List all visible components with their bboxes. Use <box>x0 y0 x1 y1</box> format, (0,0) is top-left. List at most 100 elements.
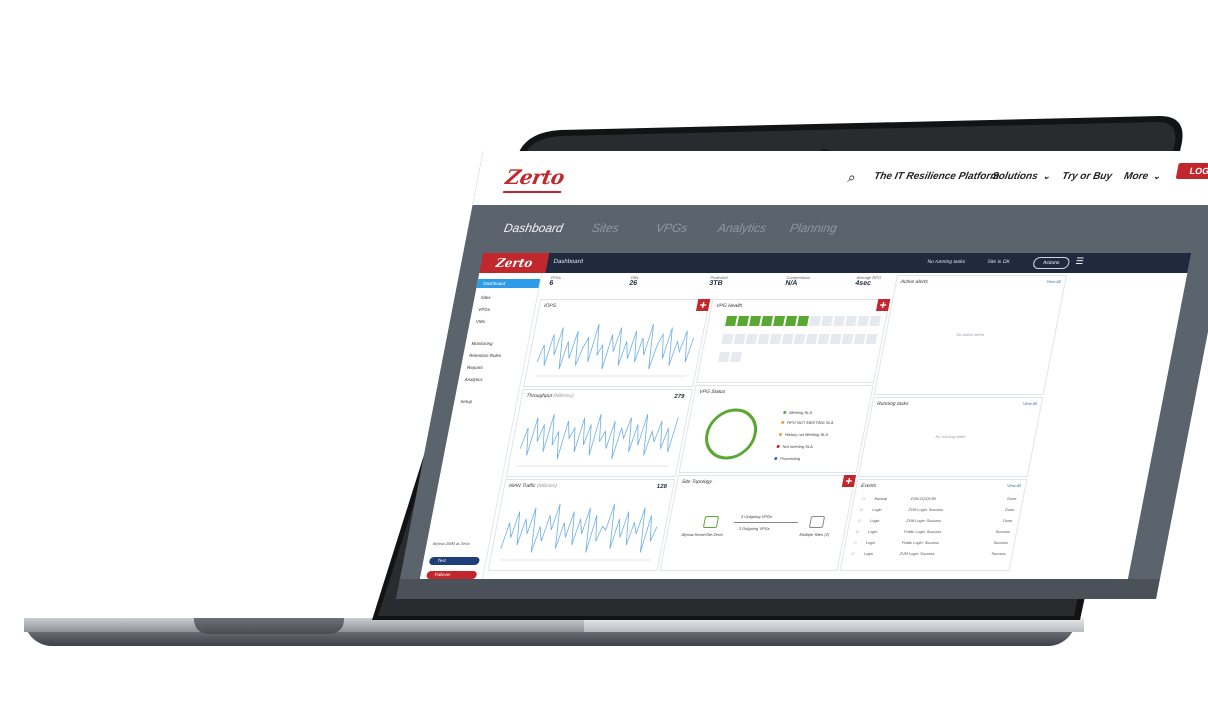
stat-average-rpo: Average RPO 4sec <box>854 275 882 287</box>
local-site-label[interactable]: Alyssa-HomeSite-Zerto <box>681 532 724 537</box>
vpg-health-cell[interactable] <box>781 334 794 344</box>
remote-site-label[interactable]: Multiple Sites (2) <box>799 532 830 537</box>
vpg-health-cell[interactable] <box>785 316 798 326</box>
product-area: Dashboard Sites VPGs Analytics Planning … <box>396 205 1208 599</box>
vpg-health-cell[interactable] <box>829 334 842 344</box>
vpg-health-cell[interactable] <box>733 334 746 344</box>
tasks-view-all-link[interactable]: View All <box>1022 401 1038 406</box>
app-topbar: Zerto Dashboard No running tasks Site is… <box>479 253 1192 273</box>
menu-icon[interactable]: ☰ <box>1074 256 1085 266</box>
events-view-all-link[interactable]: View All <box>1006 483 1022 488</box>
vpg-health-cell[interactable] <box>718 352 731 362</box>
login-button[interactable]: LOG IN <box>1175 163 1208 179</box>
vpg-health-cell[interactable] <box>865 334 878 344</box>
vpg-health-cell[interactable] <box>857 316 870 326</box>
actions-dropdown[interactable]: Actions <box>1032 257 1071 269</box>
tasks-status[interactable]: No running tasks <box>926 259 966 265</box>
vpg-health-cell[interactable] <box>841 334 854 344</box>
legend-rpo-not-meeting: RPO NOT MEETING SLA <box>780 420 834 425</box>
event-icon: □ <box>857 519 861 523</box>
table-row[interactable]: □ Login ZVM Login: Success Done <box>855 518 1013 526</box>
table-row[interactable]: □ Backup ZVM-ZQ/QVIM Done <box>859 496 1017 504</box>
vpg-health-cell[interactable] <box>721 334 734 344</box>
sidebar-item-vpgs[interactable]: VPGs <box>477 307 491 312</box>
vpg-health-cell[interactable] <box>749 316 762 326</box>
vpg-health-cell[interactable] <box>773 316 786 326</box>
sidebar-item-dashboard[interactable]: Dashboard <box>476 279 541 288</box>
sidebar-item-setup[interactable]: Setup <box>459 399 473 404</box>
chart-series-line <box>500 503 658 553</box>
tab-planning[interactable]: Planning <box>788 221 839 235</box>
vpg-health-cell[interactable] <box>757 334 770 344</box>
sidebar-item-monitoring[interactable]: Monitoring <box>471 341 494 346</box>
alerts-view-all-link[interactable]: View All <box>1046 279 1062 284</box>
running-tasks-panel: Running tasks View All No running tasks <box>857 397 1044 477</box>
vpg-status-donut <box>705 408 758 460</box>
vpg-health-cell[interactable] <box>805 334 818 344</box>
tab-dashboard[interactable]: Dashboard <box>502 221 565 235</box>
event-status: Success <box>990 552 1007 556</box>
vpg-health-grid <box>716 314 886 368</box>
vpg-health-cell[interactable] <box>761 316 774 326</box>
sidebar-item-retention[interactable]: Retention Rules <box>468 353 502 358</box>
vpg-health-cell[interactable] <box>793 334 806 344</box>
event-icon: □ <box>853 541 857 545</box>
event-description: ZVM Login: Success <box>899 552 935 556</box>
wan-panel: WAN Traffic (MB/sec) 128 <box>487 479 676 571</box>
add-iops-button[interactable]: + <box>695 298 711 312</box>
laptop-notch <box>194 618 344 634</box>
tab-sites[interactable]: Sites <box>590 221 621 235</box>
sidebar-item-vms[interactable]: VMs <box>475 319 486 324</box>
nav-try-or-buy[interactable]: Try or Buy <box>1061 171 1114 182</box>
search-icon[interactable]: ⌕ <box>846 169 858 185</box>
events-panel: Events View All □ Backup ZVM-ZQ/QVIM Done □ L… <box>839 479 1028 571</box>
table-row[interactable]: □ Login Public Login: Success Success <box>853 529 1011 537</box>
sidebar-item-reports[interactable]: Reports <box>466 365 484 370</box>
tab-vpgs[interactable]: VPGs <box>654 221 689 235</box>
vpg-health-cell[interactable] <box>833 316 846 326</box>
site-status[interactable]: Site is OK <box>986 259 1011 265</box>
failover-button[interactable]: Failover <box>425 571 478 579</box>
test-button[interactable]: Test <box>428 557 481 565</box>
add-vpg-health-button[interactable]: + <box>875 298 891 312</box>
legend-processing: Processing <box>773 456 801 461</box>
table-row[interactable]: □ Login Public Login: Success Success <box>851 540 1009 548</box>
vpg-health-cell[interactable] <box>853 334 866 344</box>
table-row[interactable]: □ Login ZVM Login: Success Done <box>857 507 1015 515</box>
event-icon: □ <box>855 530 859 534</box>
app-logo[interactable]: Zerto <box>479 253 550 273</box>
sidebar-item-analytics[interactable]: Analytics <box>464 377 484 382</box>
site-logo[interactable]: Zerto <box>502 165 566 193</box>
add-topology-button[interactable]: + <box>841 474 857 488</box>
local-site-icon <box>702 516 720 528</box>
vpg-health-cell[interactable] <box>769 334 782 344</box>
dashboard-app: Zerto Dashboard No running tasks Site is… <box>417 253 1192 591</box>
event-description: Public Login: Success <box>903 530 942 534</box>
vpg-health-cell[interactable] <box>869 316 882 326</box>
vpg-health-cell[interactable] <box>809 316 822 326</box>
vpg-health-cell[interactable] <box>821 316 834 326</box>
nav-more[interactable]: More ⌄ <box>1123 171 1162 182</box>
event-description: ZVM Login: Success <box>905 519 942 523</box>
nav-solutions[interactable]: Solutions ⌄ <box>991 171 1052 182</box>
vpg-health-cell[interactable] <box>745 334 758 344</box>
tab-analytics[interactable]: Analytics <box>716 221 768 235</box>
vpg-health-cell[interactable] <box>737 316 750 326</box>
no-alerts-message: No active alerts <box>956 332 985 337</box>
vpg-health-cell[interactable] <box>817 334 830 344</box>
wan-chart <box>498 503 658 561</box>
vpg-health-cell[interactable] <box>725 316 738 326</box>
laptop-shine <box>584 618 1084 632</box>
event-icon: □ <box>862 497 866 501</box>
vpg-health-cell[interactable] <box>797 316 810 326</box>
table-row[interactable]: □ Login ZVM Login: Success Success <box>849 551 1007 559</box>
nav-platform[interactable]: The IT Resilience Platform <box>873 171 1001 182</box>
vpg-health-cell[interactable] <box>845 316 858 326</box>
legend-not-meeting: Not meeting SLA <box>776 444 813 449</box>
wan-value: 128 <box>656 484 668 490</box>
sidebar-item-sites[interactable]: Sites <box>480 295 492 300</box>
event-status: Done <box>1002 519 1013 523</box>
event-type: Login <box>867 530 878 534</box>
event-type: Login <box>871 508 882 512</box>
vpg-health-cell[interactable] <box>730 352 743 362</box>
